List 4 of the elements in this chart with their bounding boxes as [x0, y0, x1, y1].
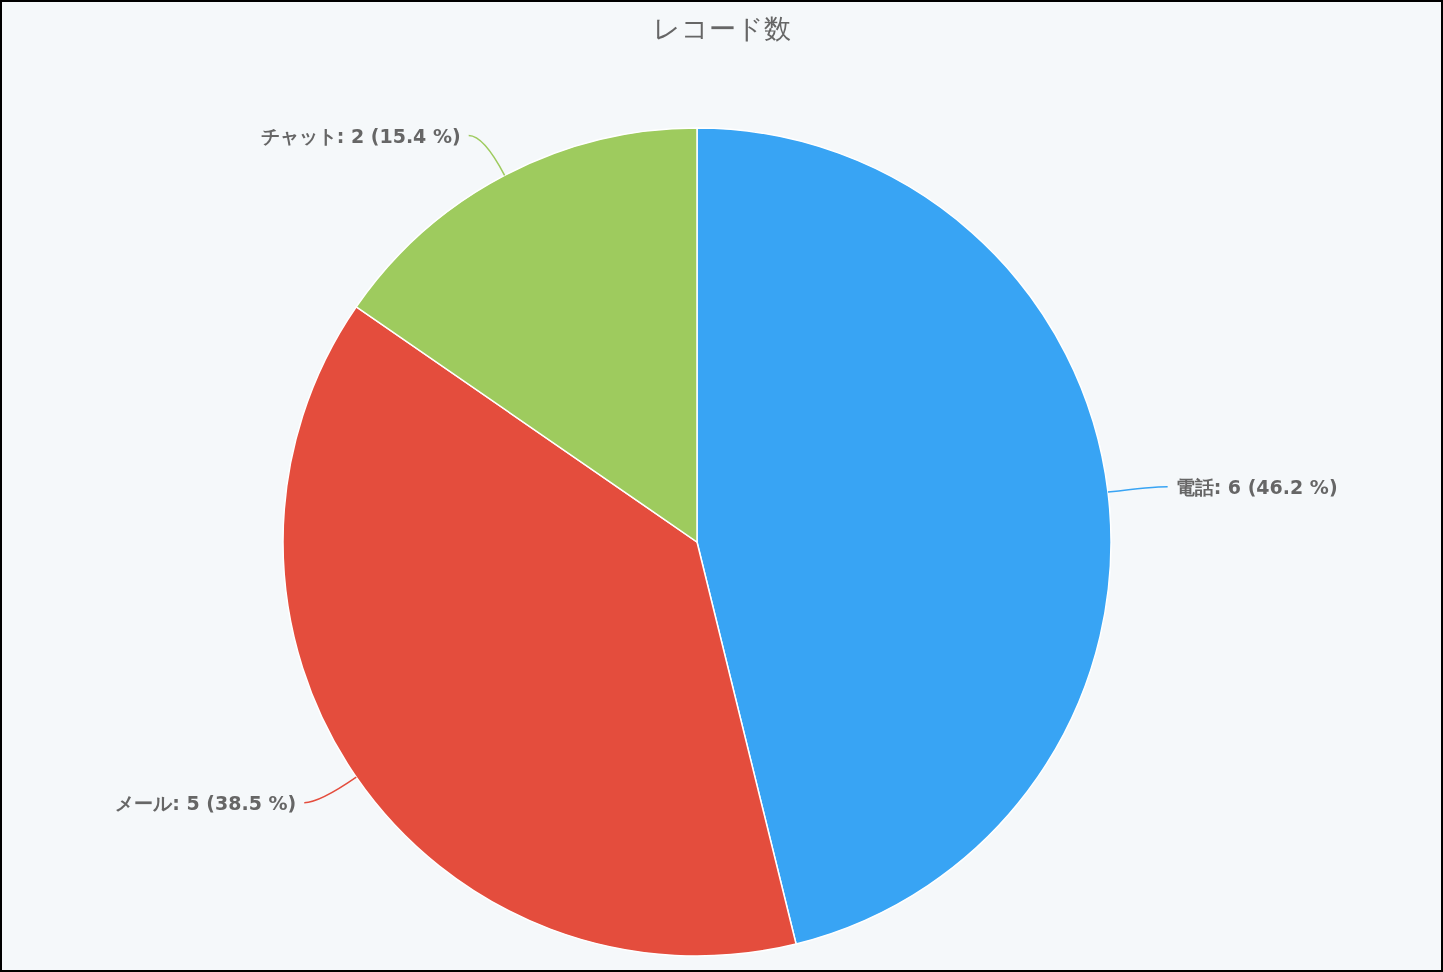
slice-label: 電話: 6 (46.2 %): [1175, 475, 1338, 498]
slice-label: メール: 5 (38.5 %): [115, 791, 297, 814]
chart-title: レコード数: [651, 12, 792, 46]
slice-label: チャット: 2 (15.4 %): [260, 124, 461, 147]
